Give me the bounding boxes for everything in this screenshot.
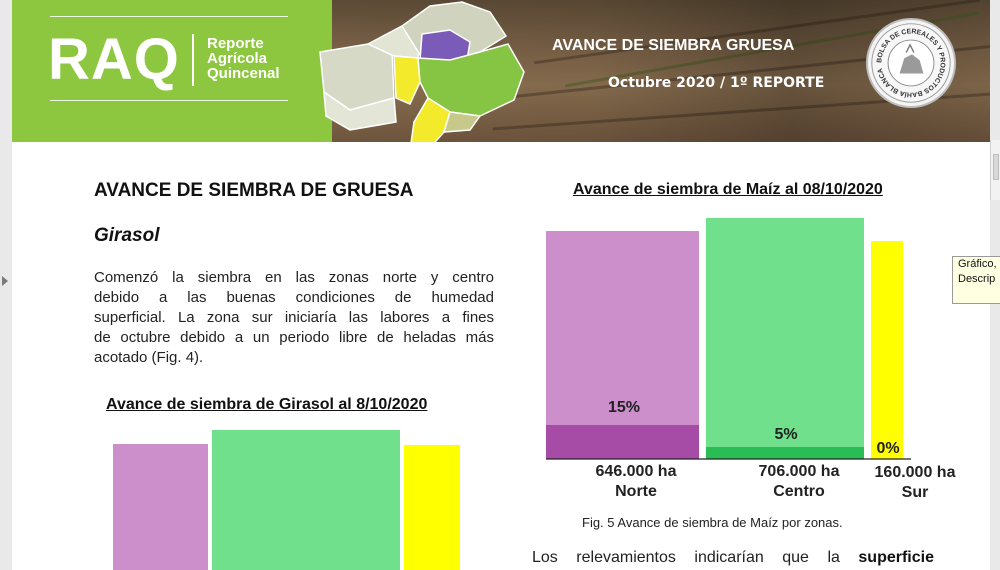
- scrollbar-thumb[interactable]: [993, 154, 999, 180]
- girasol-bar-norte: [113, 444, 208, 570]
- banner-rule-bottom: [50, 100, 288, 101]
- maiz-chart-title: Avance de siembra de Maíz al 08/10/2020: [573, 181, 883, 198]
- paragraph-line: Comenzó la siembra en las zonas norte y …: [94, 269, 494, 286]
- maiz-area-label-norte: 646.000 ha: [596, 463, 677, 480]
- banner-date: Octubre 2020 / 1º REPORTE: [608, 75, 825, 91]
- vertical-scrollbar[interactable]: [990, 140, 1000, 200]
- paragraph2-bold: superficie: [858, 549, 934, 566]
- maiz-progress-label-norte: 15%: [608, 399, 640, 416]
- maiz-bar-norte-done: [546, 425, 699, 459]
- banner-green-panel: [12, 0, 342, 142]
- paragraph-line: superficial. La zona sur iniciaría las l…: [94, 309, 494, 326]
- maiz-progress-label-centro: 5%: [774, 426, 797, 443]
- crop-subheading: Girasol: [94, 225, 160, 246]
- section-heading: AVANCE DE SIEMBRA DE GRUESA: [94, 180, 414, 201]
- bolsa-cereales-seal-logo: BOLSA DE CEREALES Y PRODUCTOS BAHÍA BLAN…: [866, 18, 956, 108]
- maiz-chart: 15% 5% 0% 646.000 ha Norte 706.000 ha Ce…: [546, 218, 956, 501]
- maiz-bar-centro-total: [706, 218, 864, 459]
- relevamientos-paragraph: Los relevamientos indicarían que la supe…: [532, 549, 934, 567]
- paragraph-line: debido a las buenas condiciones de humed…: [94, 289, 494, 306]
- logo-subtitle: Reporte Agrícola Quincenal: [207, 36, 280, 81]
- maiz-category-label-centro: Centro: [773, 483, 825, 500]
- raq-logo: RAQ: [48, 27, 180, 92]
- maiz-bar-norte-total: [546, 231, 699, 459]
- logo-subtitle-line-3: Quincenal: [207, 65, 280, 82]
- maiz-area-label-sur: 160.000 ha: [875, 464, 956, 481]
- logo-separator: [192, 34, 194, 86]
- paragraph2-text: Los relevamientos indicarían que la: [532, 549, 859, 566]
- alt-text-tooltip: Gráfico, Descrip: [952, 256, 1000, 304]
- maiz-area-label-centro: 706.000 ha: [759, 463, 840, 480]
- banner-title: AVANCE DE SIEMBRA GRUESA: [552, 37, 795, 54]
- collapse-panel-arrow-icon[interactable]: [2, 276, 8, 286]
- paragraph-line: acotado (Fig. 4).: [94, 349, 204, 366]
- maiz-bar-centro-done: [706, 447, 864, 459]
- girasol-bar-sur: [404, 445, 460, 570]
- banner-rule-top: [50, 16, 288, 17]
- logo-subtitle-line-1: Reporte: [207, 35, 264, 52]
- tooltip-line-1: Gráfico,: [958, 258, 997, 270]
- logo-subtitle-line-2: Agrícola: [207, 50, 268, 67]
- maiz-bar-sur-total: [871, 241, 903, 459]
- figure-caption: Fig. 5 Avance de siembra de Maíz por zon…: [582, 515, 843, 530]
- tooltip-line-2: Descrip: [958, 273, 996, 285]
- girasol-chart: [113, 430, 460, 570]
- maiz-category-label-sur: Sur: [902, 484, 929, 501]
- girasol-paragraph: Comenzó la siembra en las zonas norte y …: [94, 268, 494, 368]
- paragraph-line: de octubre debido a un periodo libre de …: [94, 329, 494, 346]
- maiz-progress-label-sur: 0%: [876, 440, 899, 457]
- document-page: RAQ Reporte Agrícola Quincenal AVANCE DE…: [12, 0, 990, 570]
- region-map-icon: [319, 1, 525, 142]
- maiz-category-label-norte: Norte: [615, 483, 657, 500]
- header-banner: RAQ Reporte Agrícola Quincenal AVANCE DE…: [12, 0, 990, 142]
- girasol-bar-centro: [212, 430, 400, 570]
- girasol-chart-title: Avance de siembra de Girasol al 8/10/202…: [106, 396, 428, 413]
